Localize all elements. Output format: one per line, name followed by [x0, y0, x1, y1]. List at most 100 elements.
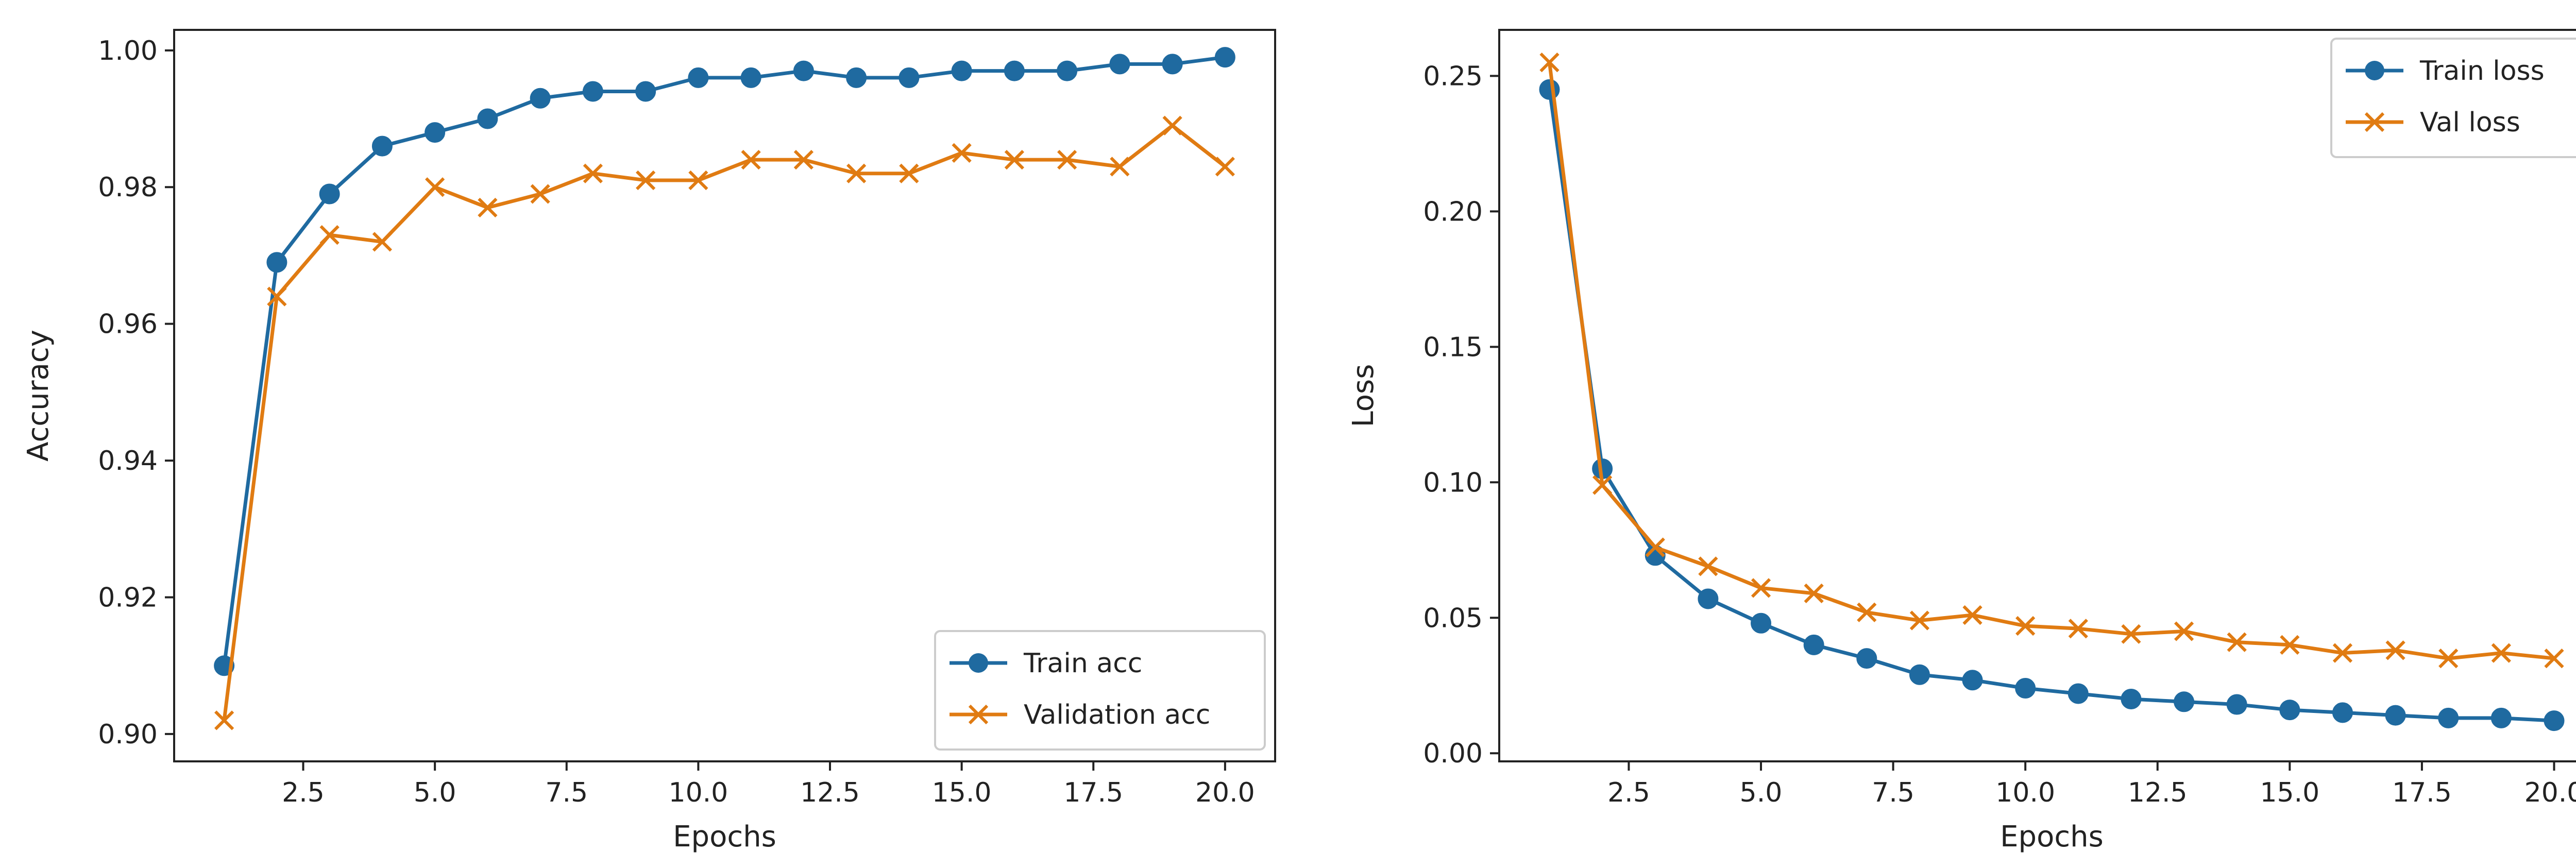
- acc-y-tick-label: 0.96: [98, 309, 158, 340]
- acc-data-point: [1110, 157, 1130, 177]
- loss-data-point: [2332, 702, 2353, 723]
- acc-y-tick-label: 0.94: [98, 446, 158, 476]
- acc-data-point: [636, 170, 656, 191]
- loss-data-point: [2280, 635, 2300, 655]
- acc-data-point: [846, 67, 867, 88]
- loss-series-0: [1539, 79, 2565, 731]
- acc-data-point: [635, 81, 656, 102]
- loss-y-tick-label: 0.15: [1423, 332, 1483, 363]
- acc-data-point: [425, 177, 445, 197]
- loss-y-tick-label: 0.20: [1423, 196, 1483, 227]
- loss-data-point: [1698, 588, 1719, 609]
- loss-legend-label: Val loss: [2420, 107, 2520, 138]
- loss-data-point: [1539, 79, 1560, 100]
- acc-data-point: [899, 67, 920, 88]
- loss-data-point: [1592, 475, 1613, 495]
- acc-data-point: [951, 60, 972, 81]
- acc-data-point: [319, 183, 340, 205]
- loss-x-tick-label: 20.0: [2524, 777, 2576, 808]
- loss-x-tick-label: 10.0: [1995, 777, 2055, 808]
- loss-data-point: [2121, 624, 2141, 644]
- loss-y-tick-label: 0.05: [1423, 603, 1483, 634]
- loss-data-point: [2015, 616, 2036, 636]
- acc-data-point: [899, 163, 919, 183]
- acc-data-point: [583, 163, 603, 183]
- loss-data-point: [2490, 707, 2512, 728]
- acc-data-point: [582, 81, 603, 102]
- acc-x-axis-label: Epochs: [673, 820, 776, 854]
- acc-data-point: [793, 60, 814, 81]
- loss-data-point: [1539, 52, 1560, 73]
- loss-data-point: [2015, 678, 2036, 699]
- acc-chart: 2.5 5.0 7.5 10.0 12.5 15.0 17.5 20.0 0.90 0.92 0.9…: [22, 29, 1276, 854]
- acc-legend-label: Validation acc: [1024, 700, 1210, 730]
- loss-x-tick-label: 5.0: [1740, 777, 1783, 808]
- acc-data-point: [1162, 115, 1182, 135]
- loss-legend-label: Train loss: [2419, 56, 2545, 87]
- acc-data-point: [372, 232, 393, 252]
- acc-data-point: [846, 163, 867, 183]
- acc-y-axis-label: Accuracy: [22, 330, 55, 462]
- loss-data-point: [2491, 643, 2511, 663]
- loss-legend-marker: [2364, 112, 2385, 132]
- acc-legend-label: Train acc: [1023, 648, 1142, 679]
- acc-data-point: [1109, 54, 1130, 75]
- acc-plot-frame: [173, 29, 1276, 762]
- loss-data-point: [1803, 634, 1824, 655]
- acc-data-point: [1004, 150, 1024, 170]
- loss-data-point: [1751, 578, 1771, 598]
- loss-data-point: [2385, 640, 2405, 660]
- loss-data-point: [1962, 605, 1982, 625]
- loss-series-1: [1539, 52, 2564, 669]
- loss-data-point: [2227, 632, 2247, 652]
- loss-data-point: [1962, 670, 1983, 691]
- loss-x-tick-label: 12.5: [2128, 777, 2188, 808]
- loss-x-tick-label: 15.0: [2260, 777, 2319, 808]
- acc-data-point: [267, 286, 287, 307]
- loss-data-point: [1698, 556, 1718, 576]
- acc-data-point: [1215, 157, 1235, 177]
- loss-legend-box: [2330, 38, 2576, 158]
- loss-data-point: [1909, 664, 1930, 685]
- acc-data-point: [1057, 60, 1078, 81]
- acc-data-point: [478, 197, 498, 218]
- acc-x-tick-label: 10.0: [668, 777, 728, 808]
- acc-x-tick-label: 7.5: [545, 777, 588, 808]
- acc-data-point: [688, 67, 709, 88]
- loss-data-point: [2068, 619, 2088, 639]
- acc-data-point: [741, 150, 761, 170]
- acc-series-1: [214, 115, 1235, 730]
- loss-y-tick-label: 0.10: [1423, 467, 1483, 498]
- acc-data-point: [530, 88, 551, 109]
- acc-data-point: [952, 143, 972, 163]
- loss-x-axis-label: Epochs: [2000, 820, 2104, 854]
- acc-data-point: [266, 252, 287, 273]
- loss-data-point: [2279, 700, 2300, 721]
- acc-x-tick-label: 17.5: [1063, 777, 1123, 808]
- acc-x-tick-label: 2.5: [282, 777, 325, 808]
- loss-data-point: [1857, 602, 1877, 622]
- loss-x-tick-label: 7.5: [1872, 777, 1914, 808]
- loss-data-point: [2385, 705, 2406, 726]
- loss-data-point: [2438, 649, 2459, 669]
- acc-legend: Train acc Validation acc: [934, 630, 1266, 751]
- acc-data-point: [793, 150, 814, 170]
- acc-x-tick-label: 12.5: [800, 777, 860, 808]
- acc-data-point: [371, 135, 393, 157]
- acc-data-point: [1162, 54, 1183, 75]
- acc-series-line: [222, 124, 1227, 721]
- acc-data-point: [740, 67, 761, 88]
- loss-chart: 2.5 5.0 7.5 10.0 12.5 15.0 17.5 20.0 0.00 0.05 0.1…: [1347, 29, 2576, 854]
- loss-data-point: [2174, 691, 2195, 712]
- acc-data-point: [477, 108, 498, 129]
- loss-y-tick-label: 0.25: [1423, 61, 1483, 92]
- loss-y-axis-label: Loss: [1347, 364, 1380, 428]
- acc-data-point: [530, 184, 550, 204]
- loss-data-point: [2544, 649, 2564, 669]
- acc-x-tick-label: 5.0: [414, 777, 456, 808]
- loss-series-line: [1548, 62, 2554, 660]
- acc-data-point: [1214, 47, 1235, 68]
- loss-data-point: [1856, 648, 1877, 669]
- acc-legend-marker: [969, 653, 988, 673]
